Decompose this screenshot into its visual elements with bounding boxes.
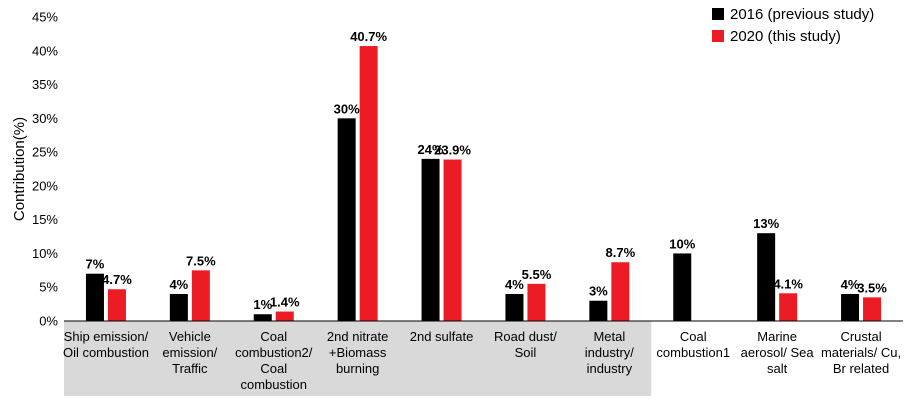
- y-tick-label: 25%: [32, 145, 58, 160]
- bar-2020: [191, 270, 210, 321]
- category-label: Vehicle emission/Traffic: [162, 329, 217, 376]
- bar-2016: [757, 233, 776, 321]
- bar-2016: [589, 300, 608, 321]
- legend: 2016 (previous study) 2020 (this study): [712, 6, 874, 45]
- bar-2016: [337, 118, 356, 321]
- bar-2016: [505, 293, 524, 321]
- bar-2016: [673, 253, 692, 321]
- y-tick-label: 40%: [32, 43, 58, 58]
- legend-label: 2020 (this study): [730, 28, 841, 45]
- bar-2020: [611, 262, 630, 321]
- bar-2020: [527, 283, 546, 321]
- data-label: 4%: [841, 277, 860, 292]
- data-label: 13%: [753, 216, 779, 231]
- category-label: Metal industry/industry: [585, 329, 635, 376]
- bar-2016: [85, 273, 104, 321]
- bar-2016: [841, 293, 860, 321]
- data-label: 30%: [334, 101, 360, 116]
- category-label: Coal combustion1: [656, 329, 730, 360]
- category-label: Marine aerosol/ Sea salt: [741, 329, 815, 376]
- y-tick-label: 30%: [32, 111, 58, 126]
- data-label: 10%: [669, 236, 695, 251]
- category-labels: Ship emission/Oil combustion Vehicle emiss…: [63, 329, 901, 392]
- bar-2020: [863, 297, 882, 321]
- category-label: Crustal materials/ Cu, Br related: [821, 329, 901, 376]
- data-label: 4%: [169, 277, 188, 292]
- y-tick-label: 35%: [32, 77, 58, 92]
- data-label: 23.9%: [434, 143, 471, 158]
- data-label: 5.5%: [522, 267, 552, 282]
- y-tick-label: 15%: [32, 212, 58, 227]
- y-tick-label: 20%: [32, 178, 58, 193]
- bar-2016: [169, 293, 188, 321]
- bars: [85, 46, 882, 321]
- data-label: 1%: [253, 297, 272, 312]
- bar-2020: [107, 289, 126, 321]
- data-labels: 7% 4% 1% 30% 24% 4% 3% 10% 13% 4% 4.7% 7.5% 1.4% 40.7…: [86, 29, 888, 312]
- data-label: 4.1%: [773, 276, 803, 291]
- bar-2016: [253, 314, 272, 321]
- data-label: 1.4%: [270, 295, 300, 310]
- y-tick-label: 10%: [32, 246, 58, 261]
- data-label: 7%: [86, 257, 105, 272]
- category-label: Road dust/Soil: [494, 329, 557, 360]
- bar-2020: [275, 311, 294, 321]
- category-label: Ship emission/Oil combustion: [63, 329, 149, 360]
- y-tick-label: 0%: [39, 314, 58, 329]
- legend-swatch: [712, 8, 724, 20]
- legend-swatch: [712, 30, 724, 42]
- category-label: 2nd nitrate +Biomass burning: [327, 329, 388, 376]
- legend-label: 2016 (previous study): [730, 6, 874, 23]
- data-label: 8.7%: [606, 245, 636, 260]
- category-shading: [64, 321, 652, 396]
- category-label: Coal combustion2/Coal combustion: [235, 329, 313, 392]
- y-axis-title: Contribution(%): [11, 117, 28, 221]
- y-tick-label: 45%: [32, 10, 58, 25]
- bar-2020: [359, 46, 378, 321]
- data-label: 3.5%: [857, 280, 887, 295]
- data-label: 7.5%: [186, 253, 216, 268]
- data-label: 4%: [505, 277, 524, 292]
- data-label: 4.7%: [102, 272, 132, 287]
- y-tick-label: 5%: [39, 280, 58, 295]
- data-label: 40.7%: [350, 29, 387, 44]
- bar-2020: [443, 159, 462, 321]
- bar-2016: [421, 158, 440, 321]
- y-axis: 0% 5% 10% 15% 20% 25% 30% 35% 40% 45%: [32, 10, 58, 329]
- data-label: 24%: [418, 142, 444, 157]
- data-label: 3%: [589, 284, 608, 299]
- bar-2020: [779, 293, 798, 321]
- category-label: 2nd sulfate: [410, 329, 474, 344]
